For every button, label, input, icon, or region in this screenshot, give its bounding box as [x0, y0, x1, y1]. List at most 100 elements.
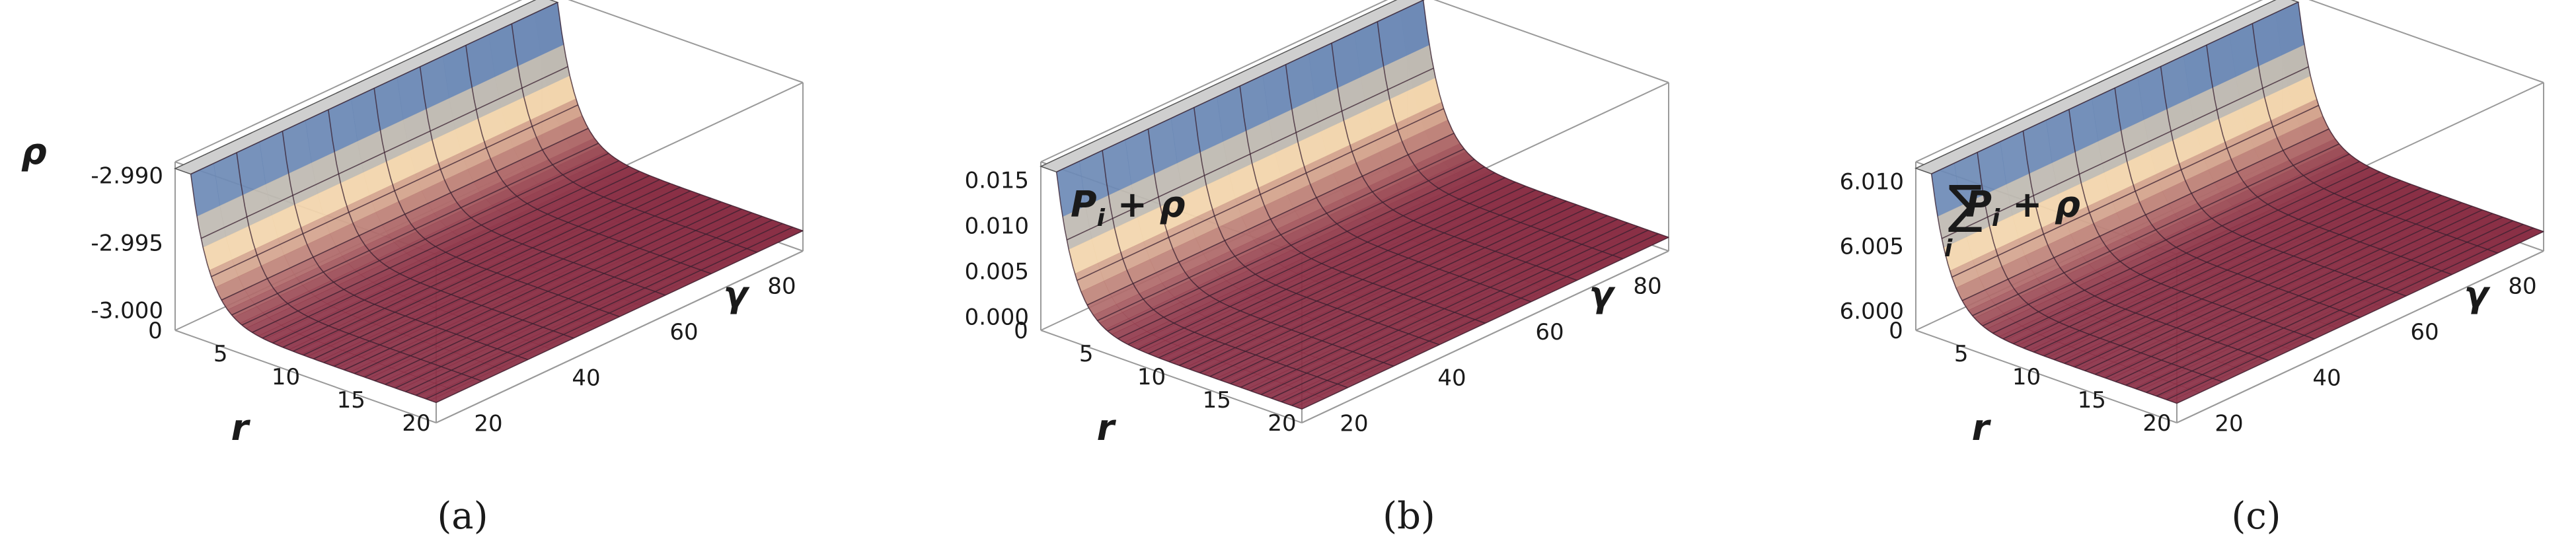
panel-caption: (a): [437, 495, 488, 538]
box-edge: [1915, 330, 2178, 423]
box-edge: [1040, 330, 1303, 423]
mesh-line-r: [2146, 220, 2513, 393]
mesh-line-r: [293, 179, 660, 352]
mesh-line-r: [272, 170, 640, 343]
mesh-line-r: [1066, 67, 1434, 240]
mesh-line-r: [1118, 166, 1485, 340]
mesh-line-r: [190, 1, 558, 175]
mesh-line-r: [2094, 201, 2462, 375]
y-tick-label: 20: [2215, 411, 2243, 437]
y-tick-label: 60: [1535, 319, 1564, 345]
z-tick-label: 6.000: [1840, 299, 1904, 325]
mesh-line-r: [231, 143, 599, 316]
mesh-line-r: [1240, 215, 1608, 388]
mesh-line-r: [1291, 233, 1659, 406]
y-axis-label: γ: [724, 273, 750, 315]
mesh-line-r: [1179, 193, 1546, 366]
mesh-line-r: [405, 219, 773, 392]
box-edge: [2308, 0, 2544, 83]
p-subscript: i: [1097, 205, 1106, 232]
mesh-line-r: [1097, 148, 1464, 322]
mesh-line-r: [303, 182, 671, 356]
mesh-line-r: [2064, 191, 2432, 364]
y-ticks: 20 40 60 80: [2215, 273, 2536, 437]
mesh-line-r: [221, 127, 589, 301]
box-edge-front: [436, 250, 804, 423]
mesh-line-r: [415, 223, 783, 396]
x-tick-label: 5: [1954, 341, 1969, 367]
box-edge: [174, 0, 523, 162]
z-tick-label: 0.005: [965, 258, 1029, 285]
z-ticks: 0.015 0.010 0.005 0.000: [965, 168, 1029, 331]
mesh-line-r: [1086, 133, 1455, 306]
x-tick-label: 20: [402, 410, 430, 437]
mesh-line-r: [200, 66, 568, 239]
mesh-line-r: [262, 166, 630, 339]
mesh-line-r: [1982, 153, 2350, 326]
x-tick-label: 10: [272, 364, 300, 390]
z-tick-label: -2.995: [91, 230, 163, 256]
box-edge-front: [1301, 250, 1669, 423]
box-edge: [568, 0, 804, 83]
p-subscript: i: [1992, 205, 2000, 232]
x-tick-label: 20: [2142, 410, 2171, 437]
p-symbol: P: [1965, 184, 1992, 225]
x-tick-label: 0: [1889, 318, 1903, 344]
mesh-line-r: [1992, 161, 2360, 334]
mesh-line-r: [1230, 211, 1598, 384]
box-edge: [1040, 0, 1388, 162]
mesh-line-r: [354, 201, 722, 375]
mesh-line-r: [1138, 177, 1505, 350]
mesh-line-r: [211, 104, 578, 277]
x-tick-label: 10: [2012, 364, 2041, 390]
box-edge: [1433, 0, 1669, 83]
z-tick-label: 0.000: [965, 304, 1029, 330]
x-tick-label: 15: [1203, 387, 1231, 414]
mesh-line-r: [1961, 128, 2330, 301]
y-tick-label: 40: [1437, 365, 1466, 391]
mesh-line-r: [282, 175, 650, 348]
mesh-line-r: [323, 190, 691, 363]
y-tick-label: 60: [669, 319, 698, 345]
x-ticks: 0 5 10 15 20: [148, 318, 430, 437]
mesh-line-r: [2084, 198, 2452, 371]
y-tick-label: 80: [2508, 273, 2536, 300]
mesh-line-r: [385, 212, 752, 385]
mesh-line-r: [426, 227, 793, 400]
panel-caption: (c): [2231, 495, 2281, 538]
x-axis-label: r: [1097, 407, 1117, 449]
mesh-line-r: [2176, 231, 2544, 404]
mesh-line-r: [1301, 236, 1669, 410]
z-tick-label: -2.990: [91, 162, 163, 189]
mesh-line-r: [1951, 104, 2319, 278]
mesh-line-r: [1972, 143, 2339, 316]
x-tick-label: 0: [1014, 318, 1028, 344]
z-ticks: 6.010 6.005 6.000: [1840, 168, 1904, 324]
mesh-line-r: [1158, 185, 1526, 359]
x-tick-label: 5: [1079, 341, 1094, 367]
z-axis-label: ρ: [21, 131, 47, 172]
mesh-line-r: [1219, 207, 1587, 381]
y-ticks: 20 40 60 80: [474, 273, 796, 437]
plus-sign: +: [1105, 184, 1160, 225]
y-tick-label: 60: [2410, 319, 2439, 345]
y-tick-label: 80: [1633, 273, 1661, 300]
mesh-line-r: [1056, 0, 1424, 173]
mesh-line-r: [1189, 197, 1557, 370]
x-tick-label: 20: [1268, 410, 1296, 437]
z-axis-label: Pi + ρ: [1071, 184, 1185, 232]
mesh-line-r: [2033, 180, 2401, 353]
mesh-line-r: [2125, 213, 2493, 386]
mesh-line-r: [1127, 172, 1496, 345]
mesh-line-r: [2002, 166, 2370, 340]
y-axis-label: γ: [2464, 273, 2491, 315]
mesh-line-r: [1107, 159, 1475, 332]
sum-index: i: [1944, 235, 1953, 262]
y-tick-label: 20: [1340, 411, 1368, 437]
mesh-line-r: [2074, 194, 2442, 368]
box-edge: [1915, 0, 2263, 162]
mesh-line-r: [2166, 227, 2534, 400]
sum-symbol: ∑: [1948, 175, 1983, 234]
panel-caption: (b): [1383, 495, 1435, 538]
